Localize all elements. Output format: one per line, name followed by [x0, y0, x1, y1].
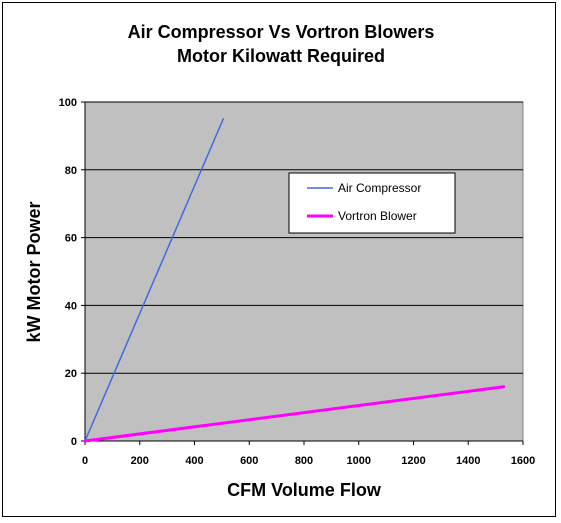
y-tick-label: 100 — [59, 97, 77, 109]
x-tick-label: 1000 — [347, 455, 371, 467]
plot-area — [84, 101, 524, 442]
x-tick-label: 600 — [240, 455, 258, 467]
x-tick-label: 1400 — [456, 455, 480, 467]
axes — [81, 101, 524, 445]
x-tick-label: 400 — [185, 455, 203, 467]
y-tick-label: 20 — [65, 368, 77, 380]
y-tick-label: 60 — [65, 233, 77, 245]
y-tick-label: 0 — [71, 436, 77, 448]
y-tick-label: 80 — [65, 165, 77, 177]
legend-label-air-compressor: Air Compressor — [338, 181, 421, 195]
x-tick-label: 200 — [131, 455, 149, 467]
x-tick-label: 0 — [82, 455, 88, 467]
series-line-air-compressor — [84, 118, 224, 442]
chart-subtitle: Motor Kilowatt Required — [177, 46, 385, 66]
legend-label-vortron-blower: Vortron Blower — [338, 209, 417, 223]
legend-box — [288, 172, 456, 234]
chart-title: Air Compressor Vs Vortron Blowers — [128, 22, 435, 42]
series-line-vortron-blower — [83, 385, 506, 443]
x-tick-label: 1600 — [511, 455, 535, 467]
x-tick-label: 1200 — [401, 455, 425, 467]
y-axis-title: kW Motor Power — [24, 201, 44, 342]
grid-lines — [85, 101, 523, 374]
legend: Air Compressor Vortron Blower — [288, 172, 456, 234]
x-axis-title: CFM Volume Flow — [227, 480, 382, 500]
x-tick-label: 800 — [295, 455, 313, 467]
y-tick-label: 40 — [65, 300, 77, 312]
series-lines — [83, 118, 506, 443]
